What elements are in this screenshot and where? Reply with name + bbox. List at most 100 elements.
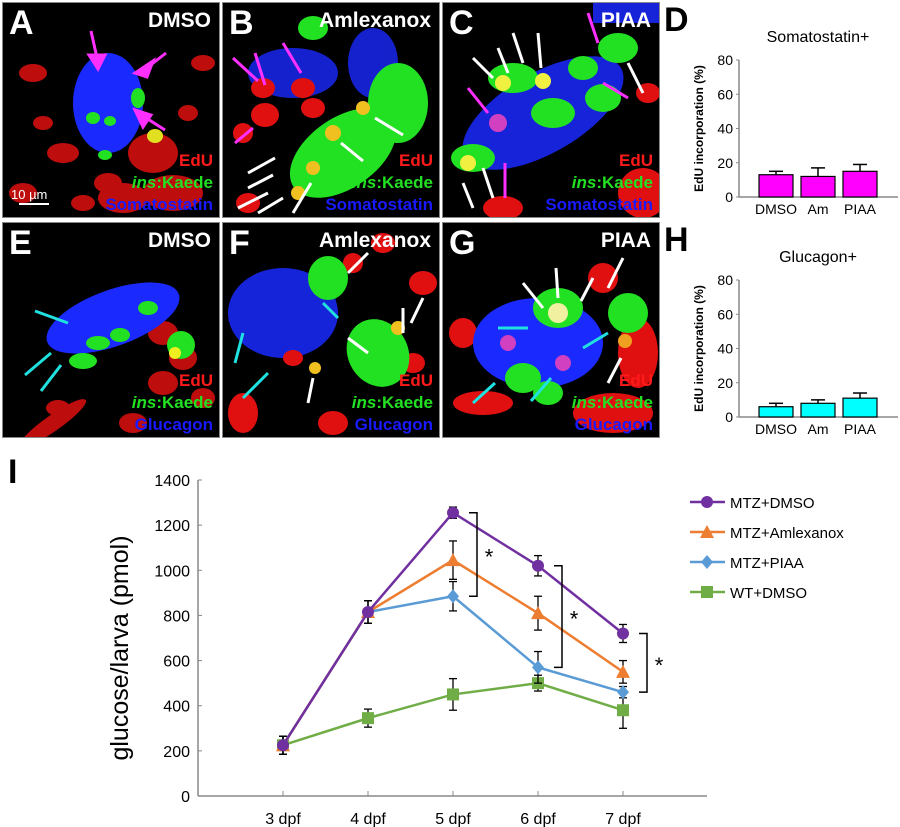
y-axis-label: EdU incorporation (%) (692, 65, 706, 192)
legend-stain: Glucagon (134, 415, 213, 434)
legend-marker (701, 496, 713, 508)
micrograph-image-a (9, 30, 215, 213)
y-tick-label: 40 (717, 341, 733, 357)
x-tick-label: 3 dpf (265, 811, 301, 827)
micrograph-panel-f: F Amlexanox EdU ins:Kaede Glucagon (222, 222, 440, 438)
micrograph-panel-a: A DMSO 10 µm EdU ins:Kaede Somatostatin (2, 2, 220, 218)
line-chart-glucose: 0 200 400 600 800 1000 1200 1400 3 dpf 4 dpf 5 dpf… (106, 473, 844, 827)
panel-label-i: I (8, 453, 18, 491)
legend-marker (700, 525, 714, 538)
micrograph-image-c (451, 3, 659, 217)
micrograph-panel-c: C PIAA EdU ins:Kaede Somatostatin (442, 2, 660, 218)
legend-stain: Glucagon (574, 415, 653, 434)
x-tick-label: PIAA (844, 201, 877, 217)
bar-am (800, 402, 836, 418)
x-tick-label: DMSO (755, 201, 797, 217)
y-tick-label: 20 (717, 155, 733, 171)
legend-label: MTZ+Amlexanox (730, 525, 844, 542)
x-tick-label: 4 dpf (350, 811, 386, 827)
y-tick-label: 1400 (154, 473, 190, 490)
data-point (616, 664, 630, 678)
y-tick-label: 1200 (154, 518, 190, 535)
legend-edu: EdU (619, 151, 653, 170)
legend-marker (701, 586, 713, 598)
chart-title: Somatostatin+ (767, 29, 870, 46)
y-tick-label: 1000 (154, 563, 190, 580)
scale-bar-label: 10 µm (11, 187, 48, 202)
panel-label-f: F (229, 224, 250, 262)
micrograph-image-b (231, 16, 428, 215)
legend-stain: Somatostatin (325, 195, 433, 214)
legend-label: MTZ+PIAA (730, 555, 804, 572)
panel-title-b: Amlexanox (318, 9, 431, 32)
data-point (617, 627, 629, 640)
data-point (446, 553, 460, 567)
panel-title-f: Amlexanox (318, 229, 431, 252)
data-point (362, 606, 374, 619)
y-tick-label: 60 (717, 86, 733, 102)
x-tick-label: PIAA (844, 421, 877, 437)
legend-stain: Glucagon (354, 415, 433, 434)
legend-edu: EdU (399, 371, 433, 390)
bar-am (800, 175, 836, 198)
panel-title-g: PIAA (600, 229, 651, 252)
micrograph-panel-b: B Amlexanox EdU ins:Kaede Somatostatin (222, 2, 440, 218)
y-tick-label: 80 (717, 52, 733, 68)
significance-star: * (485, 544, 494, 569)
panel-label-d: D (664, 1, 689, 39)
panel-label-e: E (9, 224, 32, 262)
data-point (532, 660, 544, 675)
panel-title-a: DMSO (148, 9, 211, 32)
data-point (532, 559, 544, 572)
legend-ins-kaede: ins:Kaede (131, 173, 213, 192)
series-mtz-dmso (277, 506, 629, 755)
x-tick-label: Am (808, 421, 829, 437)
y-tick-label: 40 (717, 121, 733, 137)
legend-ins-kaede: ins:Kaede (571, 173, 653, 192)
significance-star: * (655, 653, 664, 678)
y-tick-label: 20 (717, 375, 733, 391)
y-tick-label: 400 (163, 699, 190, 716)
panel-title-e: DMSO (148, 229, 211, 252)
y-tick-label: 800 (163, 608, 190, 625)
legend-ins-kaede: ins:Kaede (351, 393, 433, 412)
panel-label-b: B (229, 4, 254, 42)
y-tick-label: 200 (163, 744, 190, 761)
series-wt-dmso (277, 674, 629, 755)
micrograph-image-f (228, 233, 437, 435)
data-point (447, 589, 459, 604)
y-tick-label: 60 (717, 306, 733, 322)
legend-edu: EdU (179, 371, 213, 390)
y-axis-label: glucose/larva (pmol) (106, 535, 134, 760)
y-tick-label: 0 (181, 789, 190, 806)
legend-edu: EdU (179, 151, 213, 170)
y-axis-label: EdU incorporation (%) (692, 285, 706, 412)
legend-stain: Somatostatin (545, 195, 653, 214)
x-tick-label: 6 dpf (520, 811, 556, 827)
bar-dmso (758, 406, 794, 418)
scale-bar: 10 µm (11, 187, 49, 205)
legend-label: MTZ+DMSO (730, 495, 815, 512)
legend-ins-kaede: ins:Kaede (351, 173, 433, 192)
bar-piaa (842, 397, 878, 418)
data-point (531, 606, 545, 620)
bar-piaa (842, 170, 878, 198)
data-point (362, 712, 374, 725)
panel-label-c: C (449, 4, 474, 42)
legend-label: WT+DMSO (730, 585, 807, 602)
chart-title: Glucagon+ (779, 249, 857, 266)
x-tick-label: DMSO (755, 421, 797, 437)
micrograph-image-e (19, 282, 215, 437)
legend-edu: EdU (399, 151, 433, 170)
y-tick-label: 0 (725, 409, 733, 425)
data-point (277, 739, 289, 752)
legend-edu: EdU (619, 371, 653, 390)
data-point (447, 506, 459, 519)
y-tick-label: 0 (725, 189, 733, 205)
x-tick-label: 5 dpf (435, 811, 471, 827)
chart-legend: MTZ+DMSO MTZ+Amlexanox MTZ+PIAA WT+DMSO (690, 495, 844, 602)
significance-bracket (469, 511, 478, 597)
bar-dmso (758, 174, 794, 198)
y-tick-label: 80 (717, 272, 733, 288)
micrograph-panel-e: E DMSO EdU ins:Kaede Glucagon (2, 222, 220, 438)
